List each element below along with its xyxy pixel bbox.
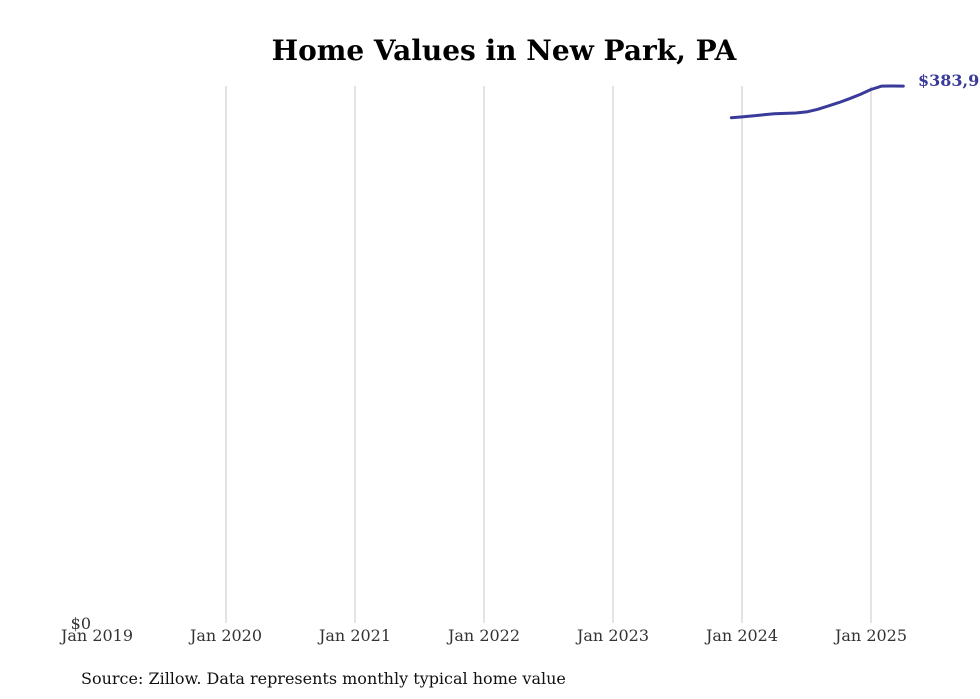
gridlines: [225, 86, 872, 623]
x-tick-label: Jan 2019: [59, 626, 133, 645]
x-tick-label: Jan 2023: [575, 626, 649, 645]
chart-title: Home Values in New Park, PA: [272, 34, 738, 67]
x-tick-label: Jan 2022: [446, 626, 520, 645]
x-tick-label: Jan 2021: [317, 626, 391, 645]
y-axis-ticks: $0: [71, 614, 91, 633]
source-note: Source: Zillow. Data represents monthly …: [81, 669, 566, 688]
series-line: [729, 84, 905, 120]
x-tick-label: Jan 2025: [833, 626, 907, 645]
y-tick-label: $0: [71, 614, 91, 633]
x-tick-label: Jan 2024: [704, 626, 778, 645]
series-layer: [729, 84, 905, 120]
end-value-label: $383,9: [918, 71, 979, 90]
x-tick-label: Jan 2020: [188, 626, 262, 645]
x-axis-ticks: Jan 2019 Jan 2020 Jan 2021 Jan 2022 Jan 2023…: [59, 626, 907, 645]
